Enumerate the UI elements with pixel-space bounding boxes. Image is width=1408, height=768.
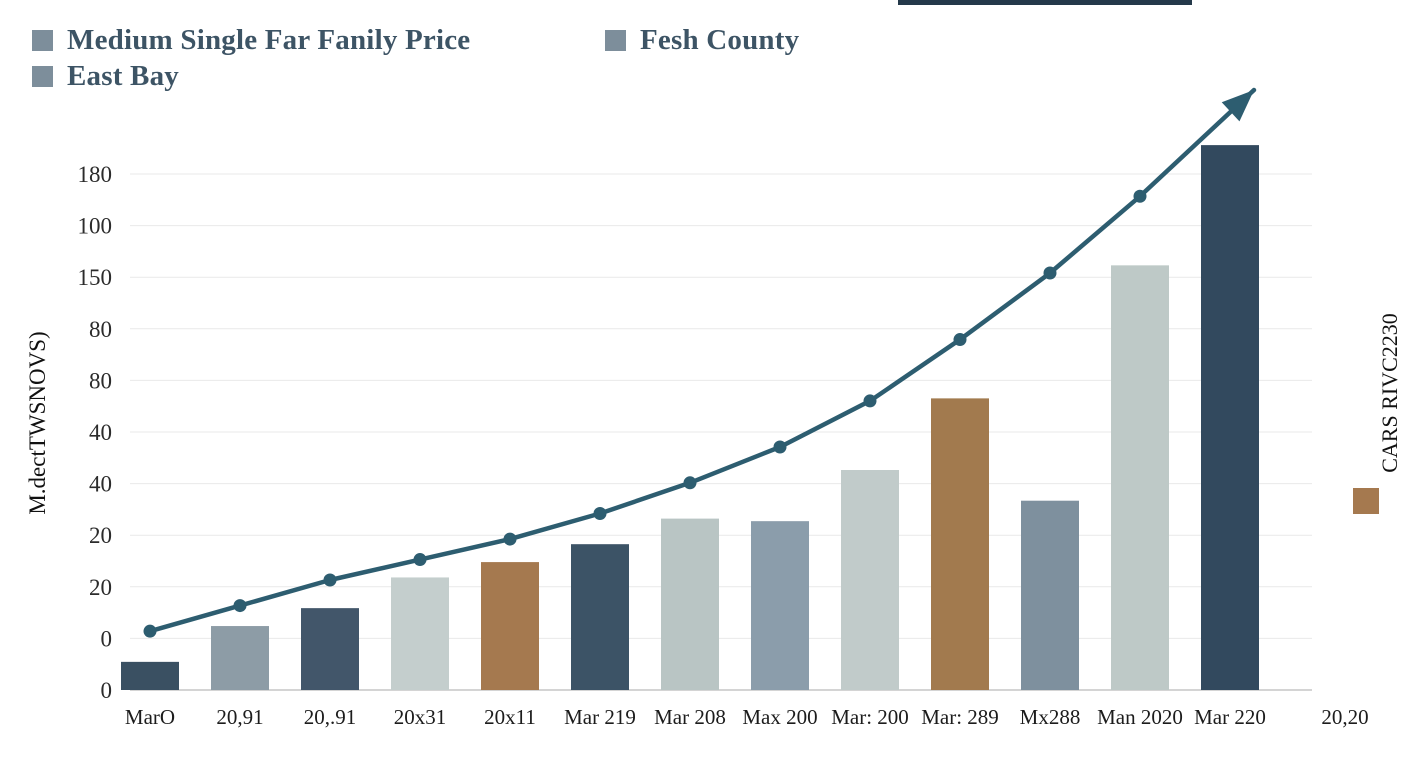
bar: [931, 398, 989, 690]
bar: [1021, 500, 1079, 690]
trend-point: [593, 506, 607, 520]
y-tick-label: 40: [89, 472, 112, 497]
bar: [121, 661, 179, 690]
x-tick-label: Mar 219: [564, 705, 636, 729]
legend-swatch-icon: [605, 30, 626, 51]
legend-item-fesh-county: Fesh County: [605, 24, 799, 57]
y-tick-label: 150: [78, 265, 113, 290]
bar: [571, 544, 629, 690]
bar: [1111, 265, 1169, 690]
trend-point: [863, 394, 877, 408]
y-tick-label: 0: [101, 678, 113, 703]
y-tick-label: 0: [101, 626, 113, 651]
y-tick-label: 100: [78, 214, 113, 239]
y-tick-label: 20: [89, 575, 112, 600]
y-tick-label: 80: [89, 317, 112, 342]
trend-point: [773, 440, 787, 454]
bar: [661, 518, 719, 690]
bar: [481, 562, 539, 690]
trend-point: [143, 624, 157, 638]
trend-point: [1043, 266, 1057, 280]
trend-point: [503, 532, 517, 546]
legend-item-median-price: Medium Single Far Fanily Price: [32, 24, 470, 57]
x-tick-label: Mx288: [1020, 705, 1081, 729]
x-tick-label: Mar: 289: [921, 705, 999, 729]
x-tick-label: 20x31: [394, 705, 447, 729]
trend-point: [1133, 189, 1147, 203]
x-tick-label: 20,.91: [304, 705, 357, 729]
trend-arrow-icon: [1221, 90, 1254, 122]
x-tick-label: 20,91: [216, 705, 263, 729]
x-tick-label: MarO: [125, 705, 175, 729]
legend-swatch-icon: [32, 30, 53, 51]
trend-point: [413, 553, 427, 567]
trend-point: [683, 476, 697, 490]
x-tick-label: Mar 208: [654, 705, 726, 729]
top-right-decorative-line: [898, 0, 1192, 5]
legend-label: Fesh County: [640, 24, 800, 56]
trend-point: [233, 599, 247, 613]
bar: [1201, 145, 1259, 690]
legend-swatch-icon: [32, 66, 53, 87]
x-tick-label: 20x11: [484, 705, 536, 729]
x-tick-label: Mar: 200: [831, 705, 909, 729]
legend-label: East Bay: [67, 60, 179, 92]
bar: [301, 608, 359, 690]
trend-point: [323, 573, 337, 587]
legend-label: Medium Single Far Fanily Price: [67, 24, 471, 56]
y-tick-label: 80: [89, 368, 112, 393]
y-tick-label: 20: [89, 523, 112, 548]
x-tick-label: Max 200: [742, 705, 817, 729]
x-tick-label: 20,20: [1321, 705, 1368, 729]
x-tick-label: Mar 220: [1194, 705, 1266, 729]
y-tick-label: 180: [78, 162, 113, 187]
x-tick-label: Man 2020: [1097, 705, 1183, 729]
bar: [391, 577, 449, 690]
bar: [751, 521, 809, 690]
y-tick-label: 40: [89, 420, 112, 445]
bar: [211, 626, 269, 690]
bar: [841, 470, 899, 690]
trend-point: [953, 333, 967, 347]
right-axis-marker-icon: [1353, 488, 1379, 514]
legend-item-east-bay: East Bay: [32, 60, 179, 93]
